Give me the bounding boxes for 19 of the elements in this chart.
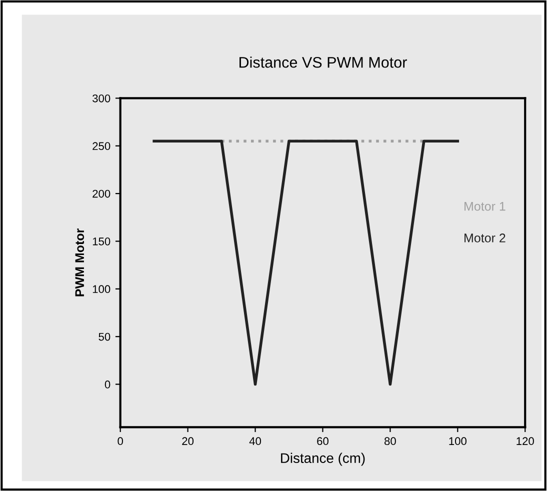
y-tick-label: 50 [98, 332, 110, 341]
x-axis-title: Distance (cm) [281, 452, 365, 466]
chart-title: Distance VS PWM Motor [240, 56, 407, 68]
x-tick-label: 20 [182, 437, 194, 446]
x-tick-label: 40 [249, 437, 262, 446]
x-tick-label: 100 [449, 437, 466, 446]
x-tick-label: 80 [384, 437, 396, 446]
text: Motor 1 [464, 202, 506, 211]
y-tick-label: 250 [92, 142, 110, 150]
y-tick-label: 150 [92, 238, 110, 246]
y-tick-label: 100 [92, 285, 110, 294]
x-tick-label: 120 [516, 437, 534, 446]
x-tick-label: 0 [118, 437, 123, 446]
y-tick-label: 300 [92, 94, 110, 102]
text: Motor 2 [464, 234, 506, 242]
y-axis-title: PWM Motor [75, 228, 84, 296]
x-tick-label: 60 [317, 437, 328, 446]
y-tick-label: 0 [104, 380, 110, 388]
y-tick-label: 200 [92, 190, 110, 198]
